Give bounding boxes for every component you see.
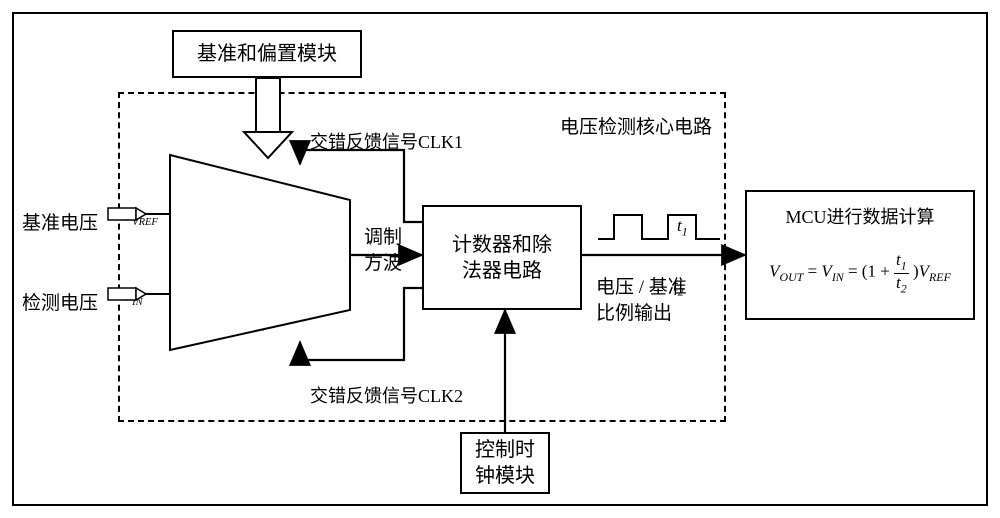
diagram-canvas: 基准和偏置模块 计数器和除 法器电路 控制时 钟模块 MCU进行数据计算 VOU… [0,0,1000,518]
counter-label-l1: 计数器和除 [452,232,552,258]
ref-bias-label: 基准和偏置模块 [197,41,337,67]
mcu-label: MCU进行数据计算 [785,206,934,229]
ref-bias-block: 基准和偏置模块 [172,30,362,78]
vref-symbol: VVREF [108,192,158,245]
vin-symbol: VIN [108,272,143,325]
clk2-label: 交错反馈信号CLK2 [310,382,463,408]
clk1-label: 交错反馈信号CLK1 [310,128,463,154]
mcu-formula: VOUT = VIN = (1 + t1 t2 )VREF [769,251,951,295]
clock-label-l1: 控制时 [475,437,535,463]
clock-block: 控制时 钟模块 [460,432,550,494]
t2-label: t2 [656,256,684,319]
ref-voltage-label: 基准电压 [22,208,98,235]
mcu-block: MCU进行数据计算 VOUT = VIN = (1 + t1 t2 )VREF [745,190,975,320]
counter-label-l2: 法器电路 [462,258,542,284]
core-title: 电压检测核心电路 [560,112,712,139]
t1-label: t1 [660,196,688,259]
detect-voltage-label: 检测电压 [22,288,98,315]
mod-out-l2: 方波 [364,248,402,275]
modulator-label: 一阶 Σ − Δ 调制器 [186,218,296,368]
counter-divider-block: 计数器和除 法器电路 [422,205,582,310]
mod-out-l1: 调制 [364,222,402,249]
clock-label-l2: 钟模块 [475,463,535,489]
